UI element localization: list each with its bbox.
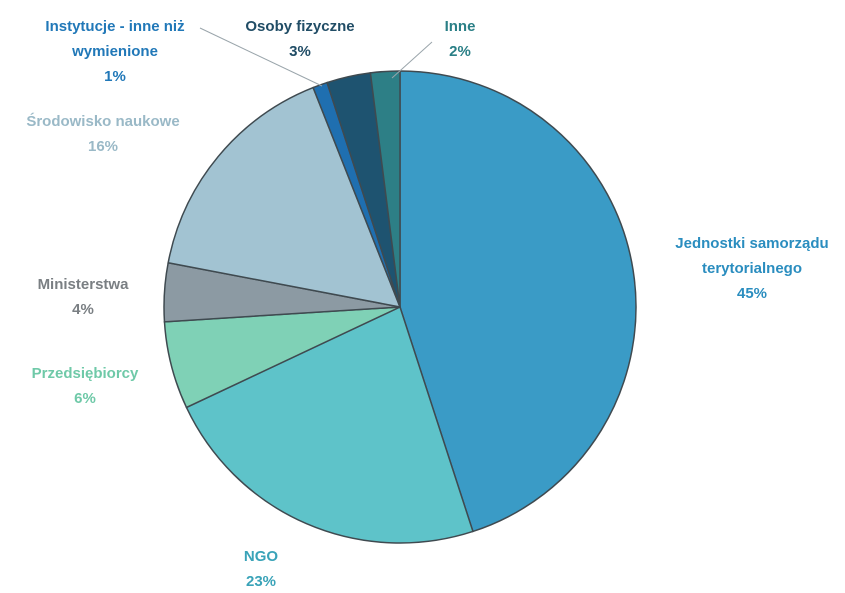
leader-line bbox=[391, 41, 433, 79]
pie-slice bbox=[185, 305, 474, 544]
pie-slice bbox=[167, 86, 402, 308]
slice-label: Osoby fizyczne 3% bbox=[245, 18, 354, 60]
leader-line bbox=[199, 27, 323, 87]
slice-label: Środowisko naukowe 16% bbox=[26, 112, 179, 155]
slice-label: Instytucje - inne niż wymienione 1% bbox=[45, 18, 184, 85]
pie-slice bbox=[399, 70, 637, 533]
pie-slices bbox=[163, 70, 637, 544]
slice-label: Przedsiębiorcy 6% bbox=[32, 365, 139, 407]
slice-labels: Jednostki samorządu terytorialnego 45% NGO 2… bbox=[26, 18, 828, 590]
slice-label: Inne 2% bbox=[445, 18, 476, 60]
slice-label: Jednostki samorządu terytorialnego 45% bbox=[675, 235, 828, 302]
leader-lines bbox=[199, 27, 433, 87]
slice-label: Ministerstwa 4% bbox=[38, 276, 130, 318]
slice-label: NGO 23% bbox=[244, 548, 279, 590]
